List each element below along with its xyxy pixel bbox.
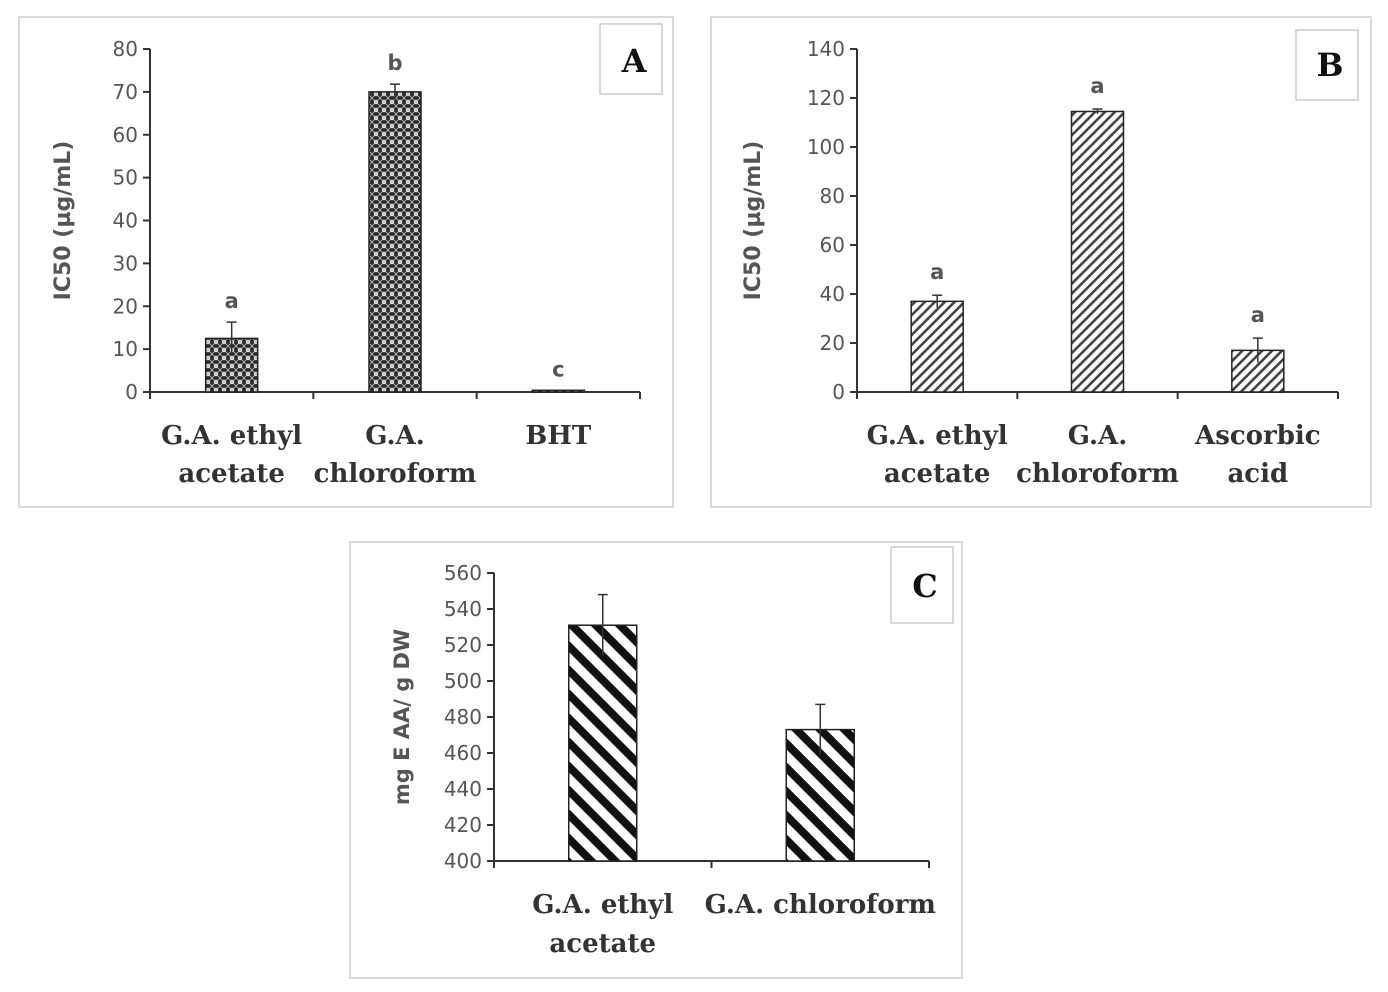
y-tick-label: 520 <box>444 633 482 657</box>
x-category-label: acetate <box>178 459 285 489</box>
significance-letter: b <box>387 51 402 75</box>
x-category-label: G.A. chloroform <box>705 890 936 920</box>
significance-letter: a <box>1251 303 1265 327</box>
y-tick-label: 480 <box>444 705 482 729</box>
chart-b-svg: B 0 20 40 60 80 100 120 140 IC50 (µg/mL) a G.A. eth… <box>741 29 1359 489</box>
y-axis-title: IC50 (µg/mL) <box>51 141 76 301</box>
y-axis-title: mg E AA/ g DW <box>390 629 414 805</box>
y-tick-label: 10 <box>113 337 138 361</box>
y-tick-label: 420 <box>444 813 482 837</box>
significance-letter: a <box>930 260 944 284</box>
y-tick-label: 70 <box>113 80 138 104</box>
x-category-label: chloroform <box>1016 459 1179 489</box>
y-tick-label: 140 <box>807 37 845 61</box>
y-tick-label: 460 <box>444 741 482 765</box>
x-category-label: Ascorbic <box>1194 421 1321 451</box>
y-tick-label: 40 <box>113 209 138 233</box>
x-category-label: G.A. ethyl <box>161 421 302 451</box>
y-tick-label: 60 <box>820 233 845 257</box>
panel-b: B 0 20 40 60 80 100 120 140 IC50 (µg/mL) a G.A. eth… <box>710 16 1372 508</box>
y-tick-label: 440 <box>444 777 482 801</box>
significance-letter: a <box>1090 74 1104 98</box>
y-tick-label: 0 <box>125 380 138 404</box>
y-tick-label: 50 <box>113 166 138 190</box>
y-tick-label: 40 <box>820 282 845 306</box>
y-tick-label: 0 <box>832 380 845 404</box>
y-tick-label: 500 <box>444 669 482 693</box>
panel-a: A 0 10 20 30 40 50 60 70 80 IC50 (µg/mL) a G.A. ethy… <box>18 16 674 508</box>
y-tick-label: 20 <box>820 331 845 355</box>
x-category-label: G.A. <box>365 421 425 451</box>
x-category-label: acetate <box>549 929 656 959</box>
bar <box>568 624 638 862</box>
x-category-label: G.A. <box>1068 421 1128 451</box>
x-category-label: G.A. ethyl <box>532 890 673 920</box>
panel-letter-box <box>1295 29 1359 101</box>
bar <box>531 389 586 393</box>
y-tick-label: 560 <box>444 561 482 585</box>
panel-letter: B <box>1316 46 1343 84</box>
y-tick-label: 20 <box>113 294 138 318</box>
bar <box>910 300 964 393</box>
y-tick-label: 540 <box>444 597 482 621</box>
y-tick-label: 80 <box>113 37 138 61</box>
chart-c-svg: C 400 420 440 460 480 500 520 540 560 mg E AA/ g D… <box>390 546 954 959</box>
significance-letter: c <box>552 357 564 381</box>
panel-letter-box <box>599 23 663 95</box>
panel-letter: A <box>621 42 648 80</box>
y-tick-label: 60 <box>113 123 138 147</box>
bar <box>368 91 422 393</box>
chart-a-svg: A 0 10 20 30 40 50 60 70 80 IC50 (µg/mL) a G.A. ethy… <box>51 23 663 489</box>
panel-letter-box <box>890 546 954 624</box>
panel-letter: C <box>912 567 937 605</box>
y-tick-label: 400 <box>444 849 482 873</box>
y-tick-label: 30 <box>113 251 138 275</box>
x-category-label: acetate <box>884 459 991 489</box>
y-tick-label: 120 <box>807 86 845 110</box>
x-category-label: BHT <box>525 421 592 451</box>
y-tick-label: 80 <box>820 184 845 208</box>
x-category-label: acid <box>1227 459 1288 489</box>
bar <box>1070 110 1125 393</box>
significance-letter: a <box>225 289 239 313</box>
y-axis-title: IC50 (µg/mL) <box>741 141 766 301</box>
panel-c: C 400 420 440 460 480 500 520 540 560 mg E AA/ g D… <box>349 541 963 979</box>
y-tick-label: 100 <box>807 135 845 159</box>
x-category-label: chloroform <box>314 459 477 489</box>
x-category-label: G.A. ethyl <box>867 421 1008 451</box>
